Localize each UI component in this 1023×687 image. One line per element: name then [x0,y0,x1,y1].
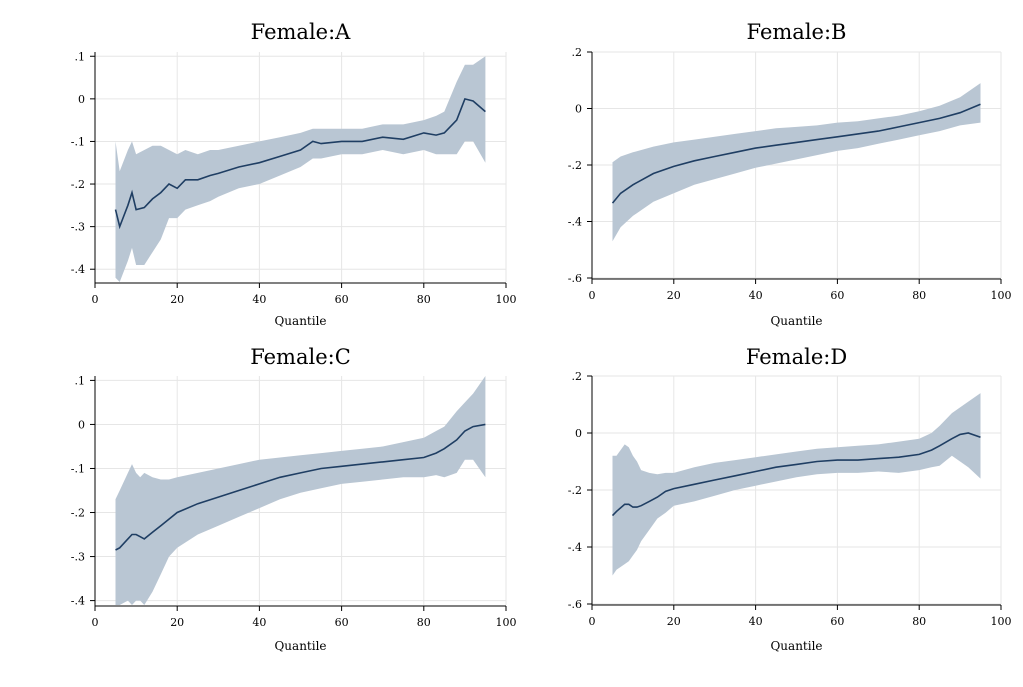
estimate-line [115,423,486,551]
x-tick-label: 60 [335,616,349,629]
estimate-line [114,97,486,230]
confidence-band [612,393,981,576]
panel-1: .1 0 -.1 -.2 -.3 -.4 0 20 40 60 80 100 Female:A Quant… [71,20,517,328]
y-tick-label: 0 [78,418,85,431]
x-tick-label: 60 [335,293,349,306]
x-tick-label: 40 [749,289,763,302]
chart-title: Female:B [747,20,847,44]
x-tick-label: 0 [589,289,596,302]
y-tick-label: 0 [575,427,582,440]
panel-4: .2 0 -.2 -.4 -.6 0 20 40 60 80 100 Female:D Quantile [568,345,1012,653]
x-axis-label: Quantile [770,314,822,328]
x-tick-label: 20 [667,615,681,628]
x-tick-label: 40 [252,293,266,306]
y-tick-label: -.4 [568,541,582,554]
x-tick-label: 0 [589,615,596,628]
x-tick-label: 0 [92,293,99,306]
y-tick-label: -.6 [568,598,582,611]
y-tick-label: -.4 [71,595,85,608]
x-tick-label: 20 [170,616,184,629]
y-tick-label: -.3 [71,221,85,234]
x-axis-label: Quantile [274,314,326,328]
y-tick-label: -.3 [71,551,85,564]
confidence-band [115,376,486,605]
y-tick-label: .1 [75,50,86,63]
x-tick-label: 60 [830,615,844,628]
confidence-band [115,56,486,282]
x-tick-label: 80 [417,616,431,629]
y-tick-label: -.2 [568,159,582,172]
y-tick-label: -.6 [568,272,582,285]
x-tick-label: 0 [92,616,99,629]
chart-title: Female:D [746,345,847,369]
x-tick-label: 80 [912,615,926,628]
x-tick-label: 60 [830,289,844,302]
y-tick-label: -.2 [71,178,85,191]
x-tick-label: 80 [912,289,926,302]
y-tick-label: .2 [572,46,583,59]
y-tick-label: -.1 [71,462,85,475]
chart-title: Female:C [250,345,351,369]
x-tick-label: 100 [991,289,1012,302]
panel-3: .1 0 -.1 -.2 -.3 -.4 0 20 40 60 80 100 Female:C Quant… [71,345,517,653]
chart-title: Female:A [251,20,352,44]
x-tick-label: 20 [170,293,184,306]
x-tick-label: 80 [417,293,431,306]
y-tick-label: .1 [75,374,86,387]
estimate-line [611,103,981,204]
y-tick-label: 0 [575,103,582,116]
y-tick-label: -.4 [568,216,582,229]
x-tick-label: 40 [749,615,763,628]
x-tick-label: 100 [496,293,517,306]
x-tick-label: 40 [252,616,266,629]
x-tick-label: 100 [991,615,1012,628]
y-tick-label: .2 [572,370,583,383]
estimate-line [611,432,981,517]
y-tick-label: -.2 [71,507,85,520]
y-tick-label: -.2 [568,484,582,497]
panel-2: .2 0 -.2 -.4 -.6 0 20 40 60 80 100 Female:B Quantile [568,20,1012,328]
y-tick-label: -.1 [71,135,85,148]
x-axis-label: Quantile [274,639,326,653]
confidence-band [612,83,981,242]
x-tick-label: 100 [496,616,517,629]
y-tick-label: -.4 [71,263,85,276]
x-axis-label: Quantile [770,639,822,653]
x-tick-label: 20 [667,289,681,302]
y-tick-label: 0 [78,93,85,106]
